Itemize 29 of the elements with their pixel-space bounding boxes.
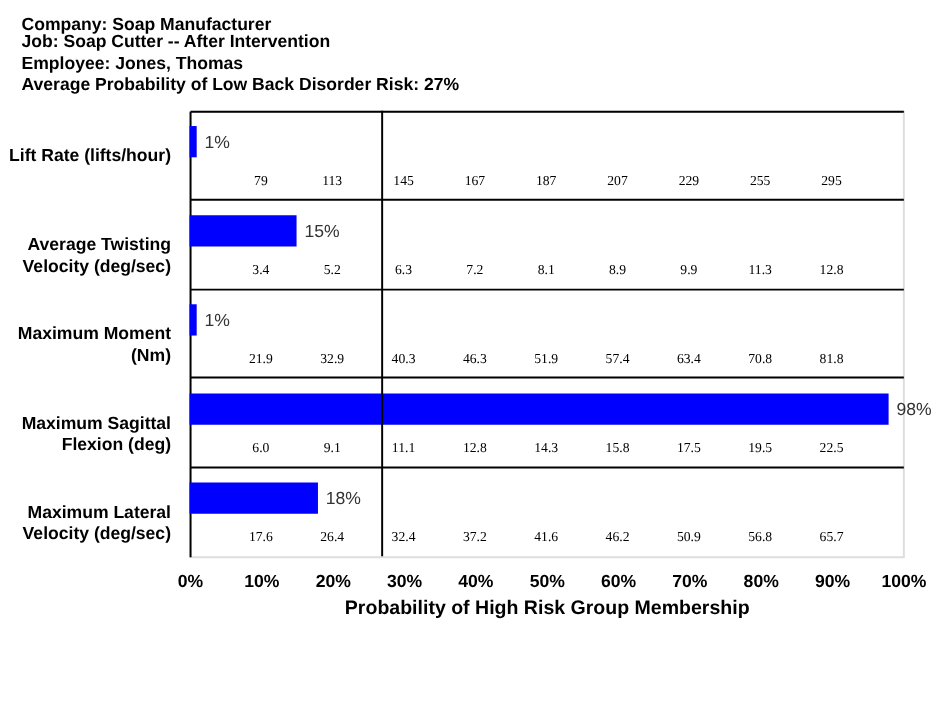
bar (189, 304, 197, 336)
x-axis-title: Probability of High Risk Group Membership (344, 598, 750, 621)
x-tick-label: 10% (244, 570, 280, 591)
bar (189, 126, 197, 158)
y-tick-label: Maximum Lateral Velocity (deg/sec) (22, 501, 172, 544)
x-tick-label: 0% (177, 570, 204, 591)
x-tick-label: 70% (672, 570, 708, 591)
x-tick-label: 100% (881, 570, 927, 591)
chart-subtitle: Job: Soap Cutter -- After Intervention Employee: Jones, Thomas Average Probability of Low Back Disorder Risk: 27% (21, 31, 460, 95)
x-tick-label: 40% (458, 570, 494, 591)
y-tick-label: Maximum Sagittal Flexion (deg) (21, 412, 172, 455)
bar (189, 482, 318, 514)
bar (189, 393, 889, 425)
y-tick-label: Average Twisting Velocity (deg/sec) (22, 234, 172, 276)
x-tick-label: 90% (814, 570, 851, 591)
y-tick-label: Lift Rate (lifts/hour) (9, 145, 172, 166)
data-label: 1% (204, 309, 231, 330)
data-label: 98% (896, 398, 932, 419)
x-tick-label: 20% (315, 570, 352, 591)
bar (189, 215, 297, 247)
x-tick-label: 80% (743, 570, 780, 591)
x-tick-label: 60% (600, 570, 637, 591)
x-tick-label: 50% (529, 570, 566, 591)
data-label: 18% (325, 488, 362, 508)
data-label: 1% (204, 131, 231, 152)
x-tick-label: 30% (386, 570, 423, 591)
y-tick-label: Maximum Moment (Nm) (17, 323, 172, 365)
data-label: 15% (304, 220, 340, 241)
chart-title: Company: Soap Manufacturer (21, 13, 273, 34)
